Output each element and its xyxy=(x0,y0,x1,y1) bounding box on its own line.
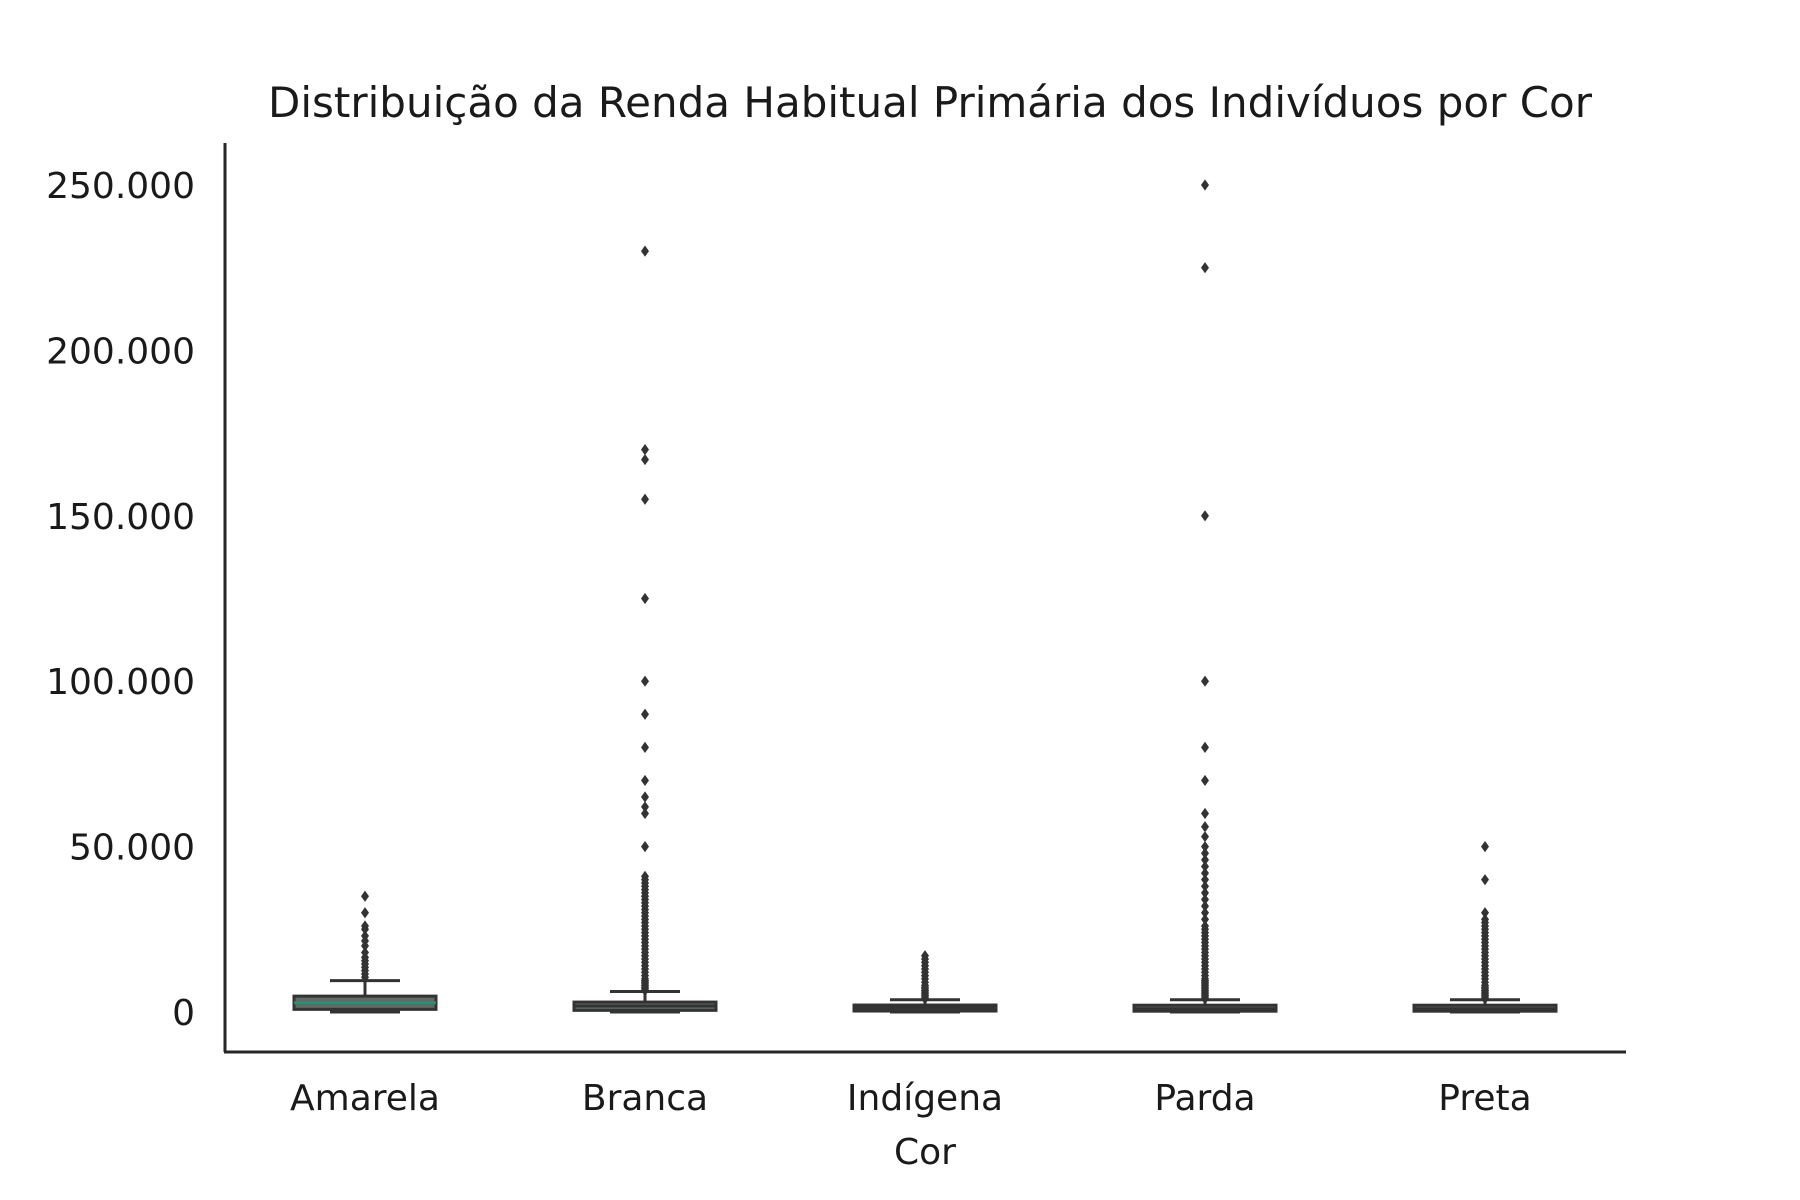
outlier-point xyxy=(641,675,649,687)
outlier-point xyxy=(641,801,649,813)
chart-title: Distribuição da Renda Habitual Primária … xyxy=(268,78,1593,127)
outlier-point xyxy=(361,946,369,959)
outlier-point xyxy=(1201,179,1209,191)
y-tick-labels: 0 50.000 100.000 150.000 200.000 250.000 xyxy=(46,166,195,1034)
outlier-point xyxy=(641,708,649,720)
outlier-point xyxy=(1201,920,1209,932)
outlier-point xyxy=(1201,847,1209,859)
outlier-point xyxy=(1201,887,1209,899)
outlier-point xyxy=(1201,900,1209,912)
outlier-point xyxy=(641,592,649,605)
box-indígena xyxy=(852,950,998,1014)
x-tick-label: Amarela xyxy=(290,1078,440,1119)
outlier-point xyxy=(641,493,649,505)
box-branca xyxy=(572,245,718,1014)
outlier-point xyxy=(361,907,369,919)
y-tick-label: 200.000 xyxy=(46,331,195,372)
boxes-layer xyxy=(292,179,1558,1014)
outlier-point xyxy=(1481,874,1489,886)
outlier-point xyxy=(1201,675,1209,687)
outlier-point xyxy=(1201,913,1209,925)
x-tick-labels: Amarela Branca Indígena Parda Preta xyxy=(290,1078,1532,1119)
outlier-point xyxy=(1201,774,1209,787)
x-tick-label: Preta xyxy=(1438,1078,1531,1119)
outlier-point xyxy=(641,774,649,787)
outlier-point xyxy=(641,444,649,456)
outlier-point xyxy=(641,741,649,753)
x-tick-label: Parda xyxy=(1154,1078,1255,1119)
outlier-point xyxy=(361,920,369,932)
y-tick-label: 250.000 xyxy=(46,166,195,207)
outlier-point xyxy=(641,245,649,257)
outlier-point xyxy=(1201,867,1209,879)
outlier-point xyxy=(361,930,369,942)
outlier-point xyxy=(1201,741,1209,753)
outlier-point xyxy=(1481,913,1489,925)
outlier-point xyxy=(641,870,649,882)
outlier-point xyxy=(1481,841,1489,853)
outlier-point xyxy=(1201,854,1209,866)
outlier-point xyxy=(641,791,649,803)
outlier-point xyxy=(641,453,649,466)
outlier-point xyxy=(1201,262,1209,274)
outlier-point xyxy=(1201,807,1209,820)
outlier-point xyxy=(1201,893,1209,906)
outlier-point xyxy=(641,841,649,853)
outlier-point xyxy=(1481,907,1489,919)
y-tick-label: 0 xyxy=(172,993,195,1034)
outlier-point xyxy=(1201,874,1209,886)
box-preta xyxy=(1412,841,1558,1014)
outlier-point xyxy=(1201,907,1209,919)
outlier-point xyxy=(641,807,649,820)
outlier-point xyxy=(921,950,929,962)
outlier-point xyxy=(1201,860,1209,873)
outlier-point xyxy=(1201,880,1209,892)
x-tick-label: Branca xyxy=(582,1078,708,1119)
outlier-point xyxy=(361,890,369,902)
x-tick-label: Indígena xyxy=(847,1078,1003,1119)
box-parda xyxy=(1132,179,1278,1014)
y-tick-label: 50.000 xyxy=(69,828,195,869)
outlier-point xyxy=(1201,821,1209,833)
outlier-point xyxy=(1201,831,1209,843)
outlier-point xyxy=(1201,841,1209,853)
y-tick-label: 100.000 xyxy=(46,662,195,703)
outlier-point xyxy=(1201,510,1209,522)
y-tick-label: 150.000 xyxy=(46,497,195,538)
x-axis-label: Cor xyxy=(894,1132,956,1173)
box-amarela xyxy=(292,890,438,1014)
